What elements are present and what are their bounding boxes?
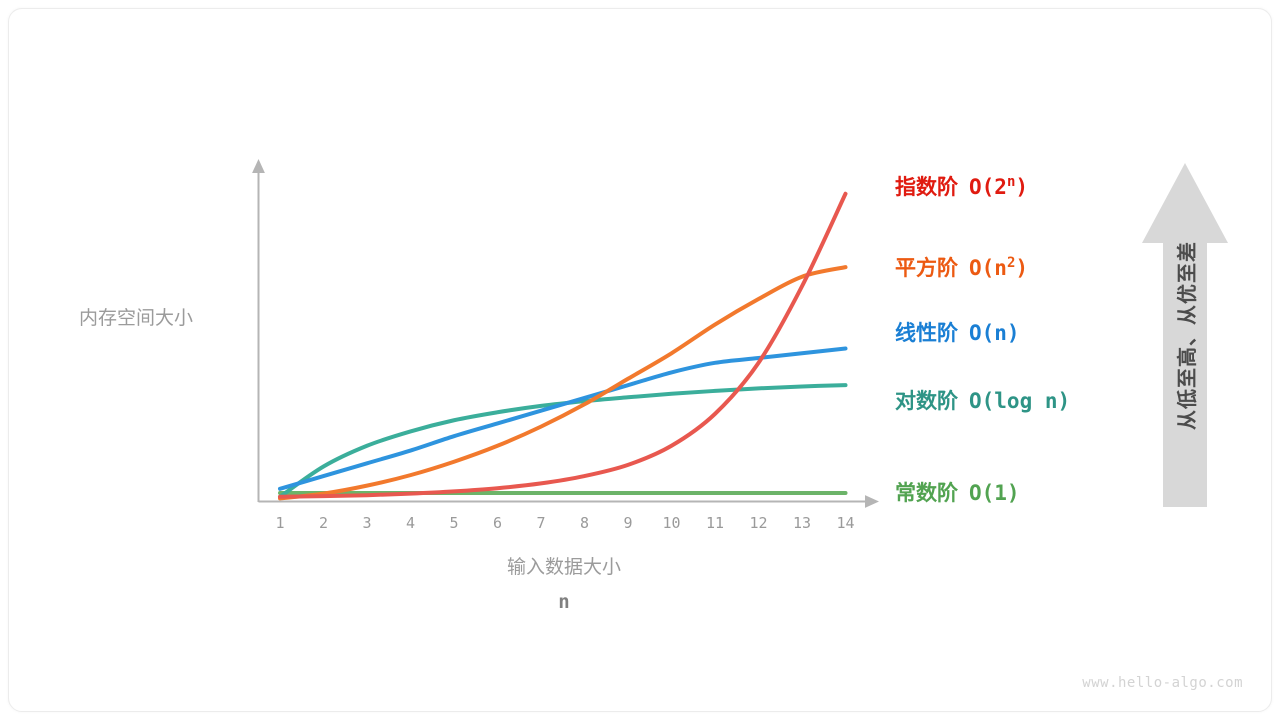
x-tick-4: 4 (405, 514, 416, 532)
legend-name-1: 平方阶 (895, 257, 958, 280)
curve-2 (278, 346, 848, 491)
x-tick-2: 2 (318, 514, 329, 532)
x-tick-10: 10 (662, 514, 681, 532)
arrow-shape (1142, 163, 1228, 507)
x-tick-5: 5 (449, 514, 459, 532)
legend-entry-0: 指数阶 O(2n) (895, 171, 1028, 201)
legend-entry-2: 线性阶 O(n) (895, 317, 1020, 347)
x-axis-variable: n (558, 591, 570, 613)
x-tick-11: 11 (705, 514, 725, 532)
x-tick-9: 9 (623, 514, 633, 532)
legend-entry-3: 对数阶 O(log n) (895, 385, 1070, 415)
legend-entry-1: 平方阶 O(n2) (895, 252, 1028, 282)
y-axis-title: 内存空间大小 (79, 308, 194, 329)
figure-card: 1 2 3 4 5 6 7 8 9 10 11 12 13 14 内存空间大小 输入数据大小 n 指数阶 O… (8, 8, 1272, 712)
quality-arrow-label-wrap: 从低至高、从优至差 (1140, 161, 1230, 509)
legend-name-3: 对数阶 (895, 390, 958, 413)
x-tick-6: 6 (492, 514, 503, 532)
complexity-plot: 1 2 3 4 5 6 7 8 9 10 11 12 13 14 内存空间大小 输入数据大小 n 指数阶 O… (9, 9, 1271, 711)
x-tick-8: 8 (579, 514, 590, 532)
legend-complexity-3: O(log n) (969, 389, 1071, 413)
legend-name-4: 常数阶 (895, 482, 958, 505)
legend-complexity-4: O(1) (969, 481, 1020, 505)
legend-exponent-1: 2 (1006, 255, 1016, 271)
legend-name-2: 线性阶 (895, 322, 958, 345)
x-tick-14: 14 (836, 514, 855, 532)
legend-complexity-0: O(2n) (969, 174, 1029, 199)
x-tick-13: 13 (792, 514, 812, 532)
x-tick-1: 1 (275, 514, 285, 532)
quality-arrow-label: 从低至高、从优至差 (1176, 240, 1199, 430)
curve-group (278, 191, 848, 501)
legend-exponent-0: n (1006, 174, 1016, 190)
curve-0 (278, 191, 848, 499)
plot-canvas (252, 159, 879, 508)
legend-complexity-2: O(n) (969, 321, 1020, 345)
watermark: www.hello-algo.com (1082, 675, 1243, 691)
quality-arrow: 从低至高、从优至差 (1140, 161, 1230, 509)
x-tick-12: 12 (749, 514, 768, 532)
x-axis-title: 输入数据大小 (506, 557, 621, 578)
x-tick-3: 3 (362, 514, 372, 532)
legend-name-0: 指数阶 (895, 176, 958, 199)
x-tick-7: 7 (536, 514, 546, 532)
legend-entry-4: 常数阶 O(1) (895, 477, 1020, 507)
legend-complexity-1: O(n2) (969, 255, 1029, 280)
curve-1 (278, 265, 848, 501)
